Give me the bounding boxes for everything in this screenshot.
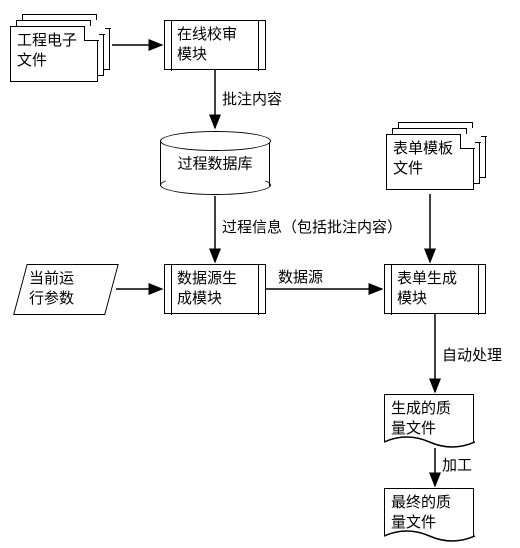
- edge-label-autoprocess: 自动处理: [442, 344, 502, 365]
- node-template-files: 表单模板 文件: [386, 122, 486, 192]
- node-runtime-params: 当前运 行参数: [20, 264, 112, 315]
- node-process-db: 过程数据库: [160, 140, 270, 186]
- node-review-module: 在线校审 模块: [164, 20, 266, 70]
- datasource-gen-label: 数据源生 成模块: [171, 269, 259, 310]
- node-eng-files: 工程电子 文件: [10, 14, 110, 84]
- node-datasource-gen: 数据源生 成模块: [164, 264, 266, 314]
- node-form-gen: 表单生成 模块: [384, 264, 486, 314]
- process-db-label: 过程数据库: [161, 153, 269, 174]
- runtime-params-label: 当前运 行参数: [21, 265, 111, 314]
- edge-label-process: 加工: [442, 454, 472, 475]
- review-module-label: 在线校审 模块: [171, 25, 259, 66]
- edge-label-datasource: 数据源: [278, 266, 323, 287]
- edge-label-processinfo: 过程信息（包括批注内容）: [222, 216, 402, 237]
- form-gen-label: 表单生成 模块: [391, 269, 479, 310]
- node-generated-quality: 生成的质 量文件: [384, 394, 474, 442]
- node-final-quality: 最终的质 量文件: [384, 488, 474, 536]
- edge-label-annotation: 批注内容: [222, 88, 282, 109]
- flowchart-canvas: 工程电子 文件 在线校审 模块 过程数据库 表单模板 文件 当前运 行参数 数据…: [0, 0, 520, 548]
- final-quality-label: 最终的质 量文件: [391, 493, 467, 534]
- generated-quality-label: 生成的质 量文件: [391, 399, 467, 440]
